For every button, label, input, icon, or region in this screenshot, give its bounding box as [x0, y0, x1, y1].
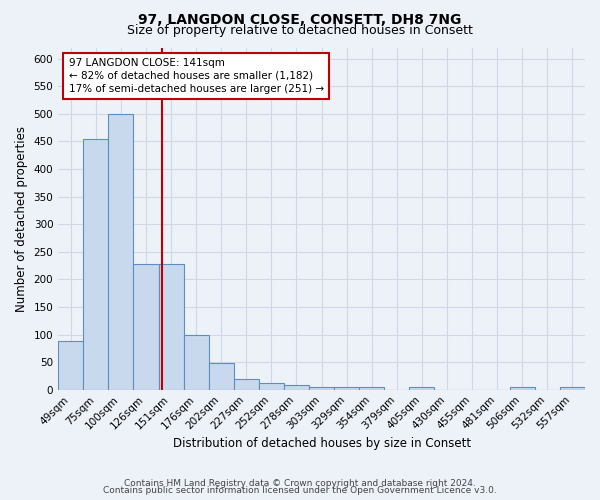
Bar — [133, 264, 158, 390]
Bar — [234, 378, 259, 390]
Bar — [184, 334, 209, 390]
Y-axis label: Number of detached properties: Number of detached properties — [15, 126, 28, 312]
Bar — [109, 114, 133, 390]
Text: Size of property relative to detached houses in Consett: Size of property relative to detached ho… — [127, 24, 473, 37]
Text: Contains HM Land Registry data © Crown copyright and database right 2024.: Contains HM Land Registry data © Crown c… — [124, 478, 476, 488]
Bar — [284, 386, 309, 390]
Text: 97, LANGDON CLOSE, CONSETT, DH8 7NG: 97, LANGDON CLOSE, CONSETT, DH8 7NG — [139, 12, 461, 26]
Text: 97 LANGDON CLOSE: 141sqm
← 82% of detached houses are smaller (1,182)
17% of sem: 97 LANGDON CLOSE: 141sqm ← 82% of detach… — [69, 58, 324, 94]
Bar — [309, 387, 334, 390]
Bar — [409, 387, 434, 390]
Bar — [510, 387, 535, 390]
Bar — [158, 264, 184, 390]
Bar — [209, 363, 234, 390]
Bar — [83, 138, 109, 390]
X-axis label: Distribution of detached houses by size in Consett: Distribution of detached houses by size … — [173, 437, 470, 450]
Bar — [359, 387, 385, 390]
Bar — [560, 387, 585, 390]
Bar — [58, 341, 83, 390]
Bar — [259, 382, 284, 390]
Text: Contains public sector information licensed under the Open Government Licence v3: Contains public sector information licen… — [103, 486, 497, 495]
Bar — [334, 387, 359, 390]
